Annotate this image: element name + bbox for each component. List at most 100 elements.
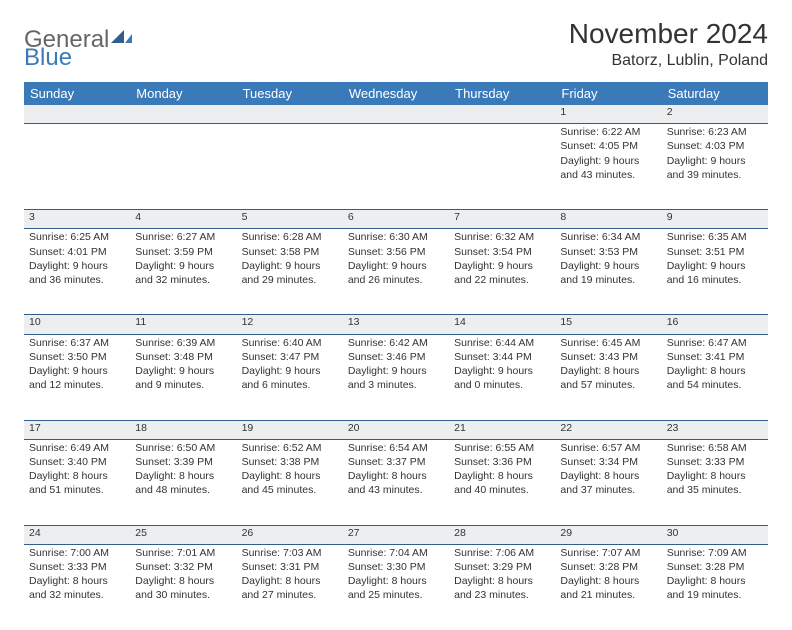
day-cell <box>130 124 236 210</box>
sunset-line: Sunset: 3:38 PM <box>242 455 338 469</box>
sunrise-line: Sunrise: 6:37 AM <box>29 336 125 350</box>
weekday-header: Saturday <box>662 82 768 105</box>
daylight-line: Daylight: 8 hours and 51 minutes. <box>29 469 125 497</box>
day-number: 27 <box>343 525 449 544</box>
calendar-table: Sunday Monday Tuesday Wednesday Thursday… <box>24 82 768 630</box>
day-cell: Sunrise: 7:00 AMSunset: 3:33 PMDaylight:… <box>24 544 130 630</box>
day-number: 12 <box>237 315 343 334</box>
daylight-line: Daylight: 8 hours and 37 minutes. <box>560 469 656 497</box>
sunset-line: Sunset: 3:32 PM <box>135 560 231 574</box>
sunrise-line: Sunrise: 6:35 AM <box>667 230 763 244</box>
sunset-line: Sunset: 3:59 PM <box>135 245 231 259</box>
day-number: 18 <box>130 420 236 439</box>
day-number: 14 <box>449 315 555 334</box>
weekday-header: Sunday <box>24 82 130 105</box>
day-cell: Sunrise: 6:37 AMSunset: 3:50 PMDaylight:… <box>24 334 130 420</box>
day-number: 9 <box>662 210 768 229</box>
day-number: 3 <box>24 210 130 229</box>
sunrise-line: Sunrise: 6:47 AM <box>667 336 763 350</box>
daylight-line: Daylight: 8 hours and 32 minutes. <box>29 574 125 602</box>
day-details: Sunrise: 6:45 AMSunset: 3:43 PMDaylight:… <box>560 335 656 393</box>
brand-part2: Blue <box>24 44 72 72</box>
day-cell: Sunrise: 6:22 AMSunset: 4:05 PMDaylight:… <box>555 124 661 210</box>
day-details: Sunrise: 7:06 AMSunset: 3:29 PMDaylight:… <box>454 545 550 603</box>
day-cell: Sunrise: 6:23 AMSunset: 4:03 PMDaylight:… <box>662 124 768 210</box>
daynum-row: 10111213141516 <box>24 315 768 334</box>
daylight-line: Daylight: 8 hours and 35 minutes. <box>667 469 763 497</box>
daylight-line: Daylight: 8 hours and 21 minutes. <box>560 574 656 602</box>
day-details: Sunrise: 6:34 AMSunset: 3:53 PMDaylight:… <box>560 229 656 287</box>
daylight-line: Daylight: 8 hours and 57 minutes. <box>560 364 656 392</box>
day-details: Sunrise: 6:52 AMSunset: 3:38 PMDaylight:… <box>242 440 338 498</box>
day-details: Sunrise: 6:28 AMSunset: 3:58 PMDaylight:… <box>242 229 338 287</box>
day-details: Sunrise: 6:25 AMSunset: 4:01 PMDaylight:… <box>29 229 125 287</box>
day-details: Sunrise: 6:42 AMSunset: 3:46 PMDaylight:… <box>348 335 444 393</box>
sunrise-line: Sunrise: 6:32 AM <box>454 230 550 244</box>
sunset-line: Sunset: 3:33 PM <box>29 560 125 574</box>
day-number <box>24 105 130 124</box>
day-number <box>237 105 343 124</box>
day-number: 6 <box>343 210 449 229</box>
daylight-line: Daylight: 9 hours and 43 minutes. <box>560 154 656 182</box>
day-details: Sunrise: 6:44 AMSunset: 3:44 PMDaylight:… <box>454 335 550 393</box>
sunset-line: Sunset: 3:56 PM <box>348 245 444 259</box>
day-number: 23 <box>662 420 768 439</box>
week-row: Sunrise: 6:37 AMSunset: 3:50 PMDaylight:… <box>24 334 768 420</box>
sunrise-line: Sunrise: 7:07 AM <box>560 546 656 560</box>
day-cell: Sunrise: 6:30 AMSunset: 3:56 PMDaylight:… <box>343 229 449 315</box>
day-details: Sunrise: 6:39 AMSunset: 3:48 PMDaylight:… <box>135 335 231 393</box>
weekday-header: Wednesday <box>343 82 449 105</box>
day-cell <box>237 124 343 210</box>
month-title: November 2024 <box>569 18 768 50</box>
daynum-row: 17181920212223 <box>24 420 768 439</box>
day-number <box>343 105 449 124</box>
day-cell: Sunrise: 6:42 AMSunset: 3:46 PMDaylight:… <box>343 334 449 420</box>
weekday-header: Friday <box>555 82 661 105</box>
sunrise-line: Sunrise: 6:22 AM <box>560 125 656 139</box>
sunset-line: Sunset: 3:33 PM <box>667 455 763 469</box>
sunset-line: Sunset: 3:29 PM <box>454 560 550 574</box>
sunset-line: Sunset: 4:01 PM <box>29 245 125 259</box>
day-details: Sunrise: 6:32 AMSunset: 3:54 PMDaylight:… <box>454 229 550 287</box>
sunset-line: Sunset: 3:28 PM <box>560 560 656 574</box>
day-details: Sunrise: 6:54 AMSunset: 3:37 PMDaylight:… <box>348 440 444 498</box>
daylight-line: Daylight: 8 hours and 19 minutes. <box>667 574 763 602</box>
day-number: 2 <box>662 105 768 124</box>
daylight-line: Daylight: 8 hours and 23 minutes. <box>454 574 550 602</box>
sunrise-line: Sunrise: 6:39 AM <box>135 336 231 350</box>
sunset-line: Sunset: 3:47 PM <box>242 350 338 364</box>
sunrise-line: Sunrise: 7:03 AM <box>242 546 338 560</box>
day-cell: Sunrise: 6:47 AMSunset: 3:41 PMDaylight:… <box>662 334 768 420</box>
day-number: 16 <box>662 315 768 334</box>
sunrise-line: Sunrise: 6:40 AM <box>242 336 338 350</box>
daylight-line: Daylight: 8 hours and 40 minutes. <box>454 469 550 497</box>
sunset-line: Sunset: 4:03 PM <box>667 139 763 153</box>
day-cell: Sunrise: 6:54 AMSunset: 3:37 PMDaylight:… <box>343 439 449 525</box>
location: Batorz, Lublin, Poland <box>569 52 768 70</box>
daylight-line: Daylight: 9 hours and 39 minutes. <box>667 154 763 182</box>
day-details: Sunrise: 6:35 AMSunset: 3:51 PMDaylight:… <box>667 229 763 287</box>
weekday-header: Monday <box>130 82 236 105</box>
day-number: 8 <box>555 210 661 229</box>
day-details: Sunrise: 7:01 AMSunset: 3:32 PMDaylight:… <box>135 545 231 603</box>
daynum-row: 12 <box>24 105 768 124</box>
day-cell: Sunrise: 7:06 AMSunset: 3:29 PMDaylight:… <box>449 544 555 630</box>
day-details: Sunrise: 7:09 AMSunset: 3:28 PMDaylight:… <box>667 545 763 603</box>
sunset-line: Sunset: 3:53 PM <box>560 245 656 259</box>
day-cell: Sunrise: 7:07 AMSunset: 3:28 PMDaylight:… <box>555 544 661 630</box>
day-number: 10 <box>24 315 130 334</box>
day-details: Sunrise: 7:04 AMSunset: 3:30 PMDaylight:… <box>348 545 444 603</box>
day-details: Sunrise: 7:03 AMSunset: 3:31 PMDaylight:… <box>242 545 338 603</box>
sunrise-line: Sunrise: 6:23 AM <box>667 125 763 139</box>
header: General November 2024 Batorz, Lublin, Po… <box>24 18 768 70</box>
day-cell: Sunrise: 6:28 AMSunset: 3:58 PMDaylight:… <box>237 229 343 315</box>
sunrise-line: Sunrise: 6:27 AM <box>135 230 231 244</box>
sunset-line: Sunset: 3:51 PM <box>667 245 763 259</box>
sunrise-line: Sunrise: 6:54 AM <box>348 441 444 455</box>
weekday-header: Thursday <box>449 82 555 105</box>
daylight-line: Daylight: 8 hours and 27 minutes. <box>242 574 338 602</box>
sunset-line: Sunset: 3:40 PM <box>29 455 125 469</box>
sunrise-line: Sunrise: 6:58 AM <box>667 441 763 455</box>
day-number: 28 <box>449 525 555 544</box>
sunrise-line: Sunrise: 7:01 AM <box>135 546 231 560</box>
